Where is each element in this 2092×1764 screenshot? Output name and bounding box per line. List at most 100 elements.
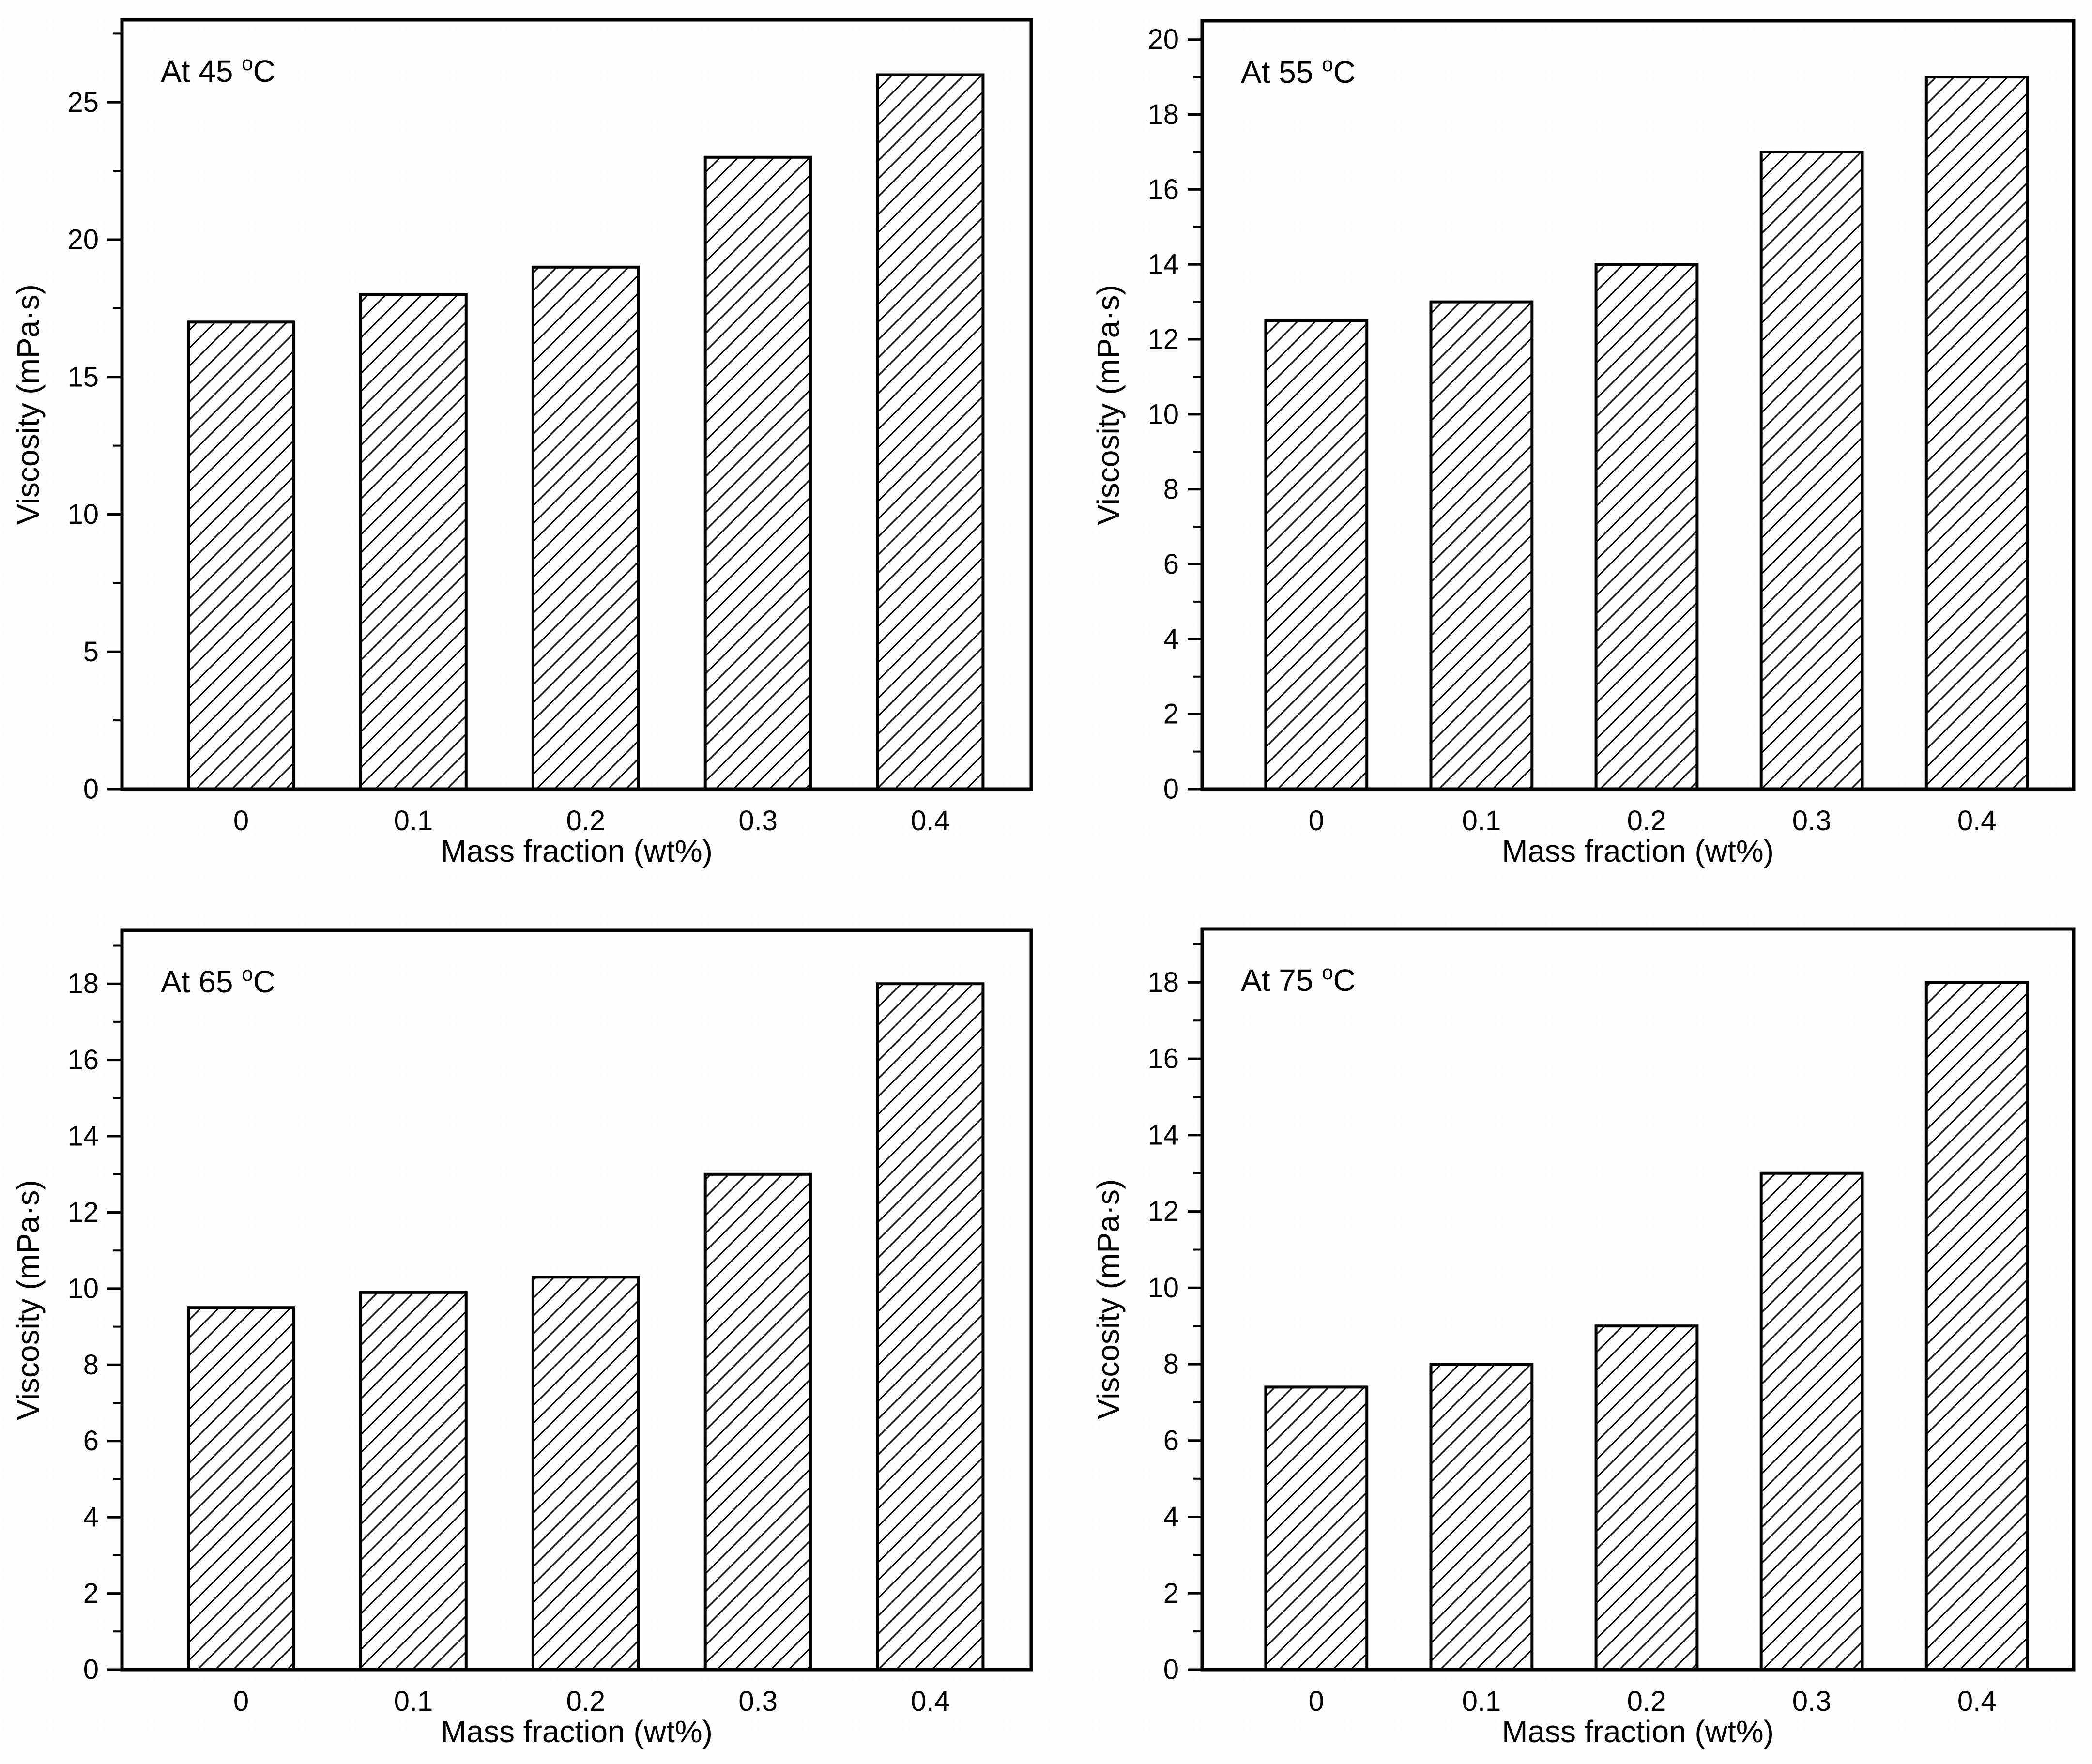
panel-45c: 0 5 10 15 20 25 0 0.1 0.2 0.3 0.4 Mass fraction (wt… xyxy=(0,0,1046,882)
bar-rect-0.2 xyxy=(531,265,640,791)
x-tick-label: 0.1 xyxy=(1462,805,1501,836)
bar-0 xyxy=(187,320,295,791)
bar-rect-0.4 xyxy=(1924,981,2029,1671)
bar-rect-0.1 xyxy=(359,293,468,791)
x-tick-label: 0.4 xyxy=(1957,805,1997,836)
bar-0 xyxy=(1264,1385,1369,1671)
y-tick-label: 6 xyxy=(83,1425,99,1457)
y-tick-label: 10 xyxy=(67,499,99,530)
panel-temperature-label: At 45 oC xyxy=(161,52,275,89)
x-tick-label: 0.2 xyxy=(566,1686,605,1717)
bar-0.4 xyxy=(1924,76,2029,791)
bar-rect-0.2 xyxy=(1594,1324,1699,1671)
bar-rect-0 xyxy=(187,1306,295,1671)
x-tick-label: 0.4 xyxy=(911,1686,950,1717)
bar-0.3 xyxy=(703,155,812,791)
y-tick-label: 14 xyxy=(1147,1119,1179,1151)
y-tick-label: 6 xyxy=(1163,1425,1179,1456)
x-axis-title: Mass fraction (wt%) xyxy=(1502,1714,1774,1749)
panel-temperature-label: At 75 oC xyxy=(1241,961,1356,998)
y-tick-label: 4 xyxy=(1163,1501,1179,1533)
y-axis-title: Viscosity (mPa·s) xyxy=(11,284,46,525)
chart-55c: 0 2 4 6 8 10 12 14 16 18 20 0 0.1 0.2 0.3 0.4 Mass fract… xyxy=(1091,19,2076,868)
bar-0.1 xyxy=(1429,1363,1534,1671)
y-tick-label: 0 xyxy=(1163,1654,1179,1686)
x-tick-label: 0.3 xyxy=(1792,1686,1832,1717)
x-tick-label: 0 xyxy=(1309,1686,1324,1717)
x-tick-label: 0.3 xyxy=(738,1686,778,1717)
bar-rect-0.1 xyxy=(359,1291,468,1671)
x-axis-title: Mass fraction (wt%) xyxy=(441,1714,713,1749)
bar-0.2 xyxy=(1594,263,1699,791)
bar-rect-0 xyxy=(1264,319,1369,791)
y-tick-label: 0 xyxy=(83,774,99,805)
bar-0.2 xyxy=(531,1276,640,1671)
y-tick-label: 18 xyxy=(1147,967,1179,998)
x-axis-title: Mass fraction (wt%) xyxy=(1502,834,1774,868)
y-tick-label: 5 xyxy=(83,636,99,668)
panel-75c: 0 2 4 6 8 10 12 14 16 18 0 0.1 0.2 0.3 0.4 Mass fractio… xyxy=(1046,882,2092,1764)
bar-rect-0.3 xyxy=(1759,1171,1864,1672)
plot-frame xyxy=(120,18,1033,791)
bar-rect-0.3 xyxy=(703,155,812,791)
bar-0.3 xyxy=(703,1172,812,1671)
y-tick-label: 12 xyxy=(1147,1196,1179,1227)
x-tick-label: 0.4 xyxy=(911,805,950,836)
bar-rect-0.4 xyxy=(876,982,985,1672)
y-tick-label: 4 xyxy=(1163,623,1179,655)
x-axis-title: Mass fraction (wt%) xyxy=(441,834,713,868)
x-tick-label: 0.2 xyxy=(1627,805,1666,836)
bar-rect-0.2 xyxy=(531,1276,640,1671)
plot-frame xyxy=(1200,19,2076,791)
bar-rect-0 xyxy=(187,320,295,791)
y-tick-label: 4 xyxy=(83,1502,99,1533)
x-tick-label: 0.1 xyxy=(1462,1686,1501,1717)
bar-0.1 xyxy=(359,1291,468,1671)
bar-0 xyxy=(1264,319,1369,791)
plot-frame xyxy=(1200,927,2076,1672)
bar-0.4 xyxy=(876,982,985,1672)
y-axis-title: Viscosity (mPa·s) xyxy=(1091,285,1126,525)
y-tick-label: 12 xyxy=(67,1197,99,1228)
y-tick-label: 16 xyxy=(67,1044,99,1076)
bar-0.4 xyxy=(876,73,985,791)
x-tick-label: 0.3 xyxy=(1792,805,1832,836)
bar-0.2 xyxy=(531,265,640,791)
y-tick-label: 14 xyxy=(67,1121,99,1152)
panel-temperature-label: At 65 oC xyxy=(161,962,275,999)
bar-rect-0.1 xyxy=(1429,1363,1534,1671)
y-tick-label: 18 xyxy=(67,968,99,1000)
bar-0.3 xyxy=(1759,1171,1864,1672)
bar-rect-0.4 xyxy=(876,73,985,791)
y-tick-label: 15 xyxy=(67,361,99,393)
x-tick-label: 0.2 xyxy=(566,805,605,836)
bar-rect-0.3 xyxy=(703,1172,812,1671)
y-tick-label: 6 xyxy=(1163,548,1179,580)
y-axis-title: Viscosity (mPa·s) xyxy=(1091,1179,1126,1420)
y-tick-label: 16 xyxy=(1147,174,1179,205)
panel-55c: 0 2 4 6 8 10 12 14 16 18 20 0 0.1 0.2 0.3 0.4 Mass fract… xyxy=(1046,0,2092,882)
x-tick-label: 0.3 xyxy=(738,805,778,836)
x-tick-label: 0.4 xyxy=(1957,1686,1997,1717)
x-tick-label: 0 xyxy=(1309,805,1324,836)
x-tick-label: 0.2 xyxy=(1627,1686,1666,1717)
plot-frame xyxy=(120,928,1033,1672)
bar-0 xyxy=(187,1306,295,1671)
y-tick-label: 14 xyxy=(1147,249,1179,280)
y-tick-label: 8 xyxy=(1163,473,1179,505)
bar-rect-0 xyxy=(1264,1385,1369,1671)
panel-65c: 0 2 4 6 8 10 12 14 16 18 0 0.1 0.2 0.3 0.4 Mass fractio… xyxy=(0,882,1046,1764)
chart-45c: 0 5 10 15 20 25 0 0.1 0.2 0.3 0.4 Mass fraction (wt… xyxy=(11,18,1033,868)
bar-rect-0.4 xyxy=(1924,76,2029,791)
y-tick-label: 2 xyxy=(1163,1578,1179,1609)
y-tick-label: 2 xyxy=(1163,699,1179,730)
y-tick-label: 2 xyxy=(83,1578,99,1609)
y-tick-label: 12 xyxy=(1147,324,1179,355)
y-tick-label: 20 xyxy=(1147,24,1179,55)
y-tick-label: 10 xyxy=(67,1273,99,1304)
x-tick-label: 0.1 xyxy=(394,1686,433,1717)
y-tick-label: 20 xyxy=(67,224,99,256)
y-tick-label: 8 xyxy=(1163,1349,1179,1380)
bar-0.1 xyxy=(359,293,468,791)
